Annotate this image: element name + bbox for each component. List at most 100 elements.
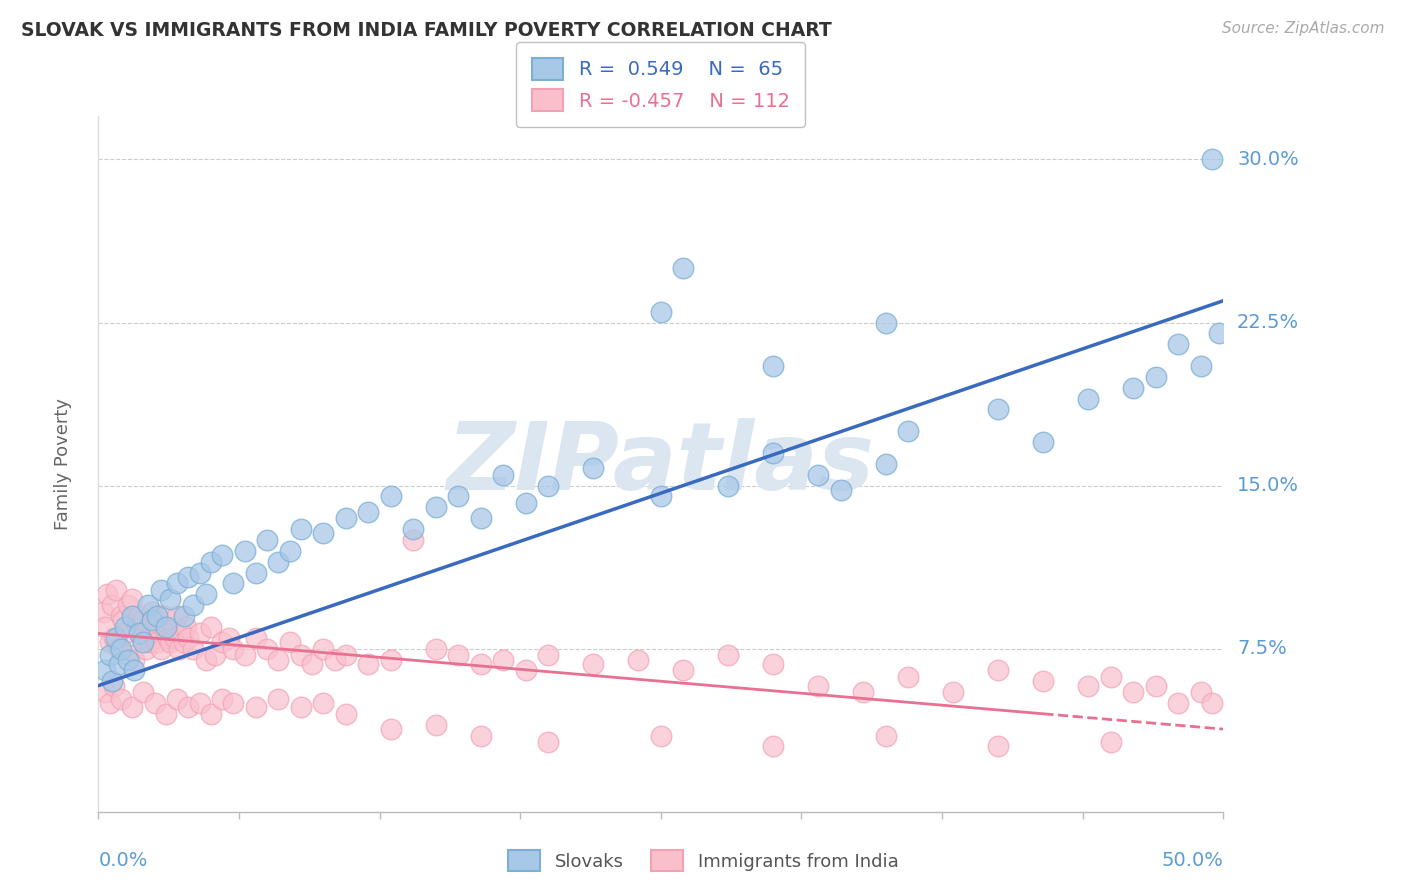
Point (159, 635, 181, 649)
Point (125, 620, 148, 634)
Point (1189, 685, 1212, 699)
Point (114, 626, 136, 640)
Point (117, 652, 139, 666)
Point (188, 696, 211, 710)
Point (222, 641, 245, 656)
Point (101, 674, 124, 689)
Text: 30.0%: 30.0% (1237, 150, 1299, 169)
Point (1189, 359, 1212, 373)
Point (762, 446, 785, 460)
Point (159, 591, 181, 606)
Point (132, 635, 155, 649)
Text: ZIPatlas: ZIPatlas (447, 417, 875, 510)
Point (204, 648, 226, 662)
Point (1201, 696, 1223, 710)
Point (323, 652, 346, 666)
Point (1144, 679, 1167, 693)
Point (650, 490, 672, 504)
Text: SLOVAK VS IMMIGRANTS FROM INDIA FAMILY POVERTY CORRELATION CHART: SLOVAK VS IMMIGRANTS FROM INDIA FAMILY P… (21, 21, 832, 39)
Point (157, 631, 180, 645)
Point (177, 700, 200, 714)
Point (124, 652, 146, 666)
Point (256, 533, 278, 547)
Point (267, 652, 290, 666)
Point (875, 316, 897, 330)
Point (136, 631, 159, 645)
Point (128, 626, 150, 640)
Point (762, 739, 785, 754)
Point (195, 587, 218, 601)
Point (492, 467, 515, 482)
Point (537, 735, 560, 749)
Point (166, 576, 188, 591)
Point (807, 467, 830, 482)
Point (335, 706, 357, 721)
Point (515, 664, 537, 678)
Point (222, 696, 245, 710)
Point (148, 614, 170, 628)
Point (188, 626, 211, 640)
Point (425, 717, 447, 731)
Point (312, 526, 335, 541)
Point (170, 626, 193, 640)
Point (110, 691, 132, 706)
Point (312, 696, 335, 710)
Point (211, 691, 233, 706)
Point (96, 587, 118, 601)
Point (301, 657, 323, 671)
Point (672, 261, 695, 276)
Point (402, 522, 425, 536)
Point (1032, 435, 1054, 450)
Point (117, 598, 139, 612)
Point (470, 729, 492, 743)
Point (267, 555, 290, 569)
Point (129, 631, 152, 645)
Point (152, 609, 174, 624)
Point (98, 648, 121, 662)
Point (139, 635, 162, 649)
Point (173, 635, 195, 649)
Point (1122, 685, 1144, 699)
Point (380, 722, 402, 736)
Point (222, 576, 245, 591)
Point (103, 631, 125, 645)
Point (141, 605, 163, 619)
Point (987, 739, 1010, 754)
Point (1122, 381, 1144, 395)
Point (155, 620, 177, 634)
Point (211, 548, 233, 562)
Point (942, 685, 965, 699)
Point (110, 609, 132, 624)
Point (233, 544, 256, 558)
Point (278, 544, 301, 558)
Point (447, 490, 470, 504)
Point (1167, 337, 1189, 351)
Point (875, 729, 897, 743)
Point (146, 635, 169, 649)
Point (121, 700, 143, 714)
Text: 50.0%: 50.0% (1161, 851, 1223, 870)
Point (875, 457, 897, 471)
Point (195, 652, 218, 666)
Point (470, 657, 492, 671)
Point (121, 609, 143, 624)
Point (290, 700, 312, 714)
Point (447, 648, 470, 662)
Point (166, 691, 188, 706)
Point (135, 641, 157, 656)
Point (155, 626, 177, 640)
Point (1167, 696, 1189, 710)
Point (830, 483, 852, 497)
Point (357, 505, 380, 519)
Point (380, 652, 402, 666)
Point (169, 641, 191, 656)
Point (425, 641, 447, 656)
Point (582, 461, 605, 475)
Point (278, 635, 301, 649)
Point (128, 609, 150, 624)
Point (98, 696, 121, 710)
Point (897, 670, 920, 684)
Point (1099, 735, 1122, 749)
Point (177, 631, 200, 645)
Point (492, 652, 515, 666)
